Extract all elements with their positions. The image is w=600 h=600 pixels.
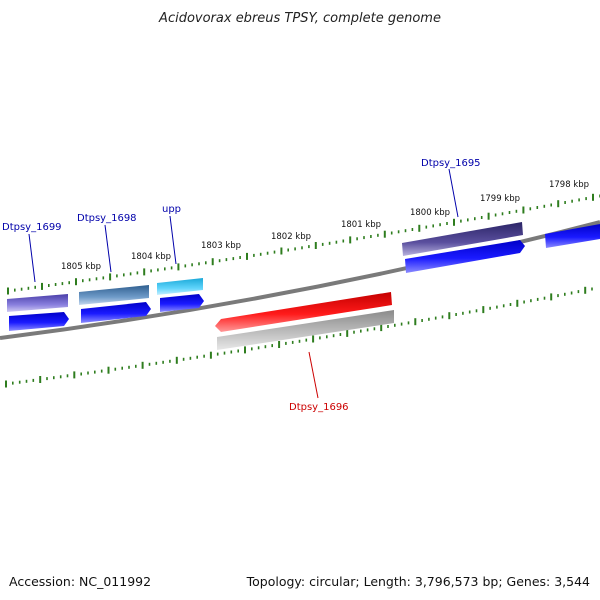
scale-label: 1798 kbp — [549, 180, 589, 190]
gene-label[interactable]: Dtpsy_1695 — [421, 158, 481, 169]
gene-bar[interactable] — [79, 285, 149, 305]
gene-label[interactable]: upp — [162, 204, 181, 215]
leader-line — [28, 233, 36, 283]
gene-bar[interactable] — [7, 294, 68, 312]
scale-label: 1801 kbp — [341, 220, 381, 230]
gene-label-leaders — [28, 168, 459, 399]
scale-label: 1800 kbp — [410, 208, 450, 218]
gene-bar-reverse[interactable] — [217, 310, 394, 350]
gene-label[interactable]: Dtpsy_1699 — [2, 222, 62, 233]
reverse-features — [215, 292, 394, 350]
leader-line — [448, 168, 459, 218]
forward-gene-bars — [7, 222, 523, 312]
accession-text: Accession: NC_011992 — [9, 574, 152, 589]
cds-arrow[interactable] — [160, 294, 204, 312]
scale-label: 1802 kbp — [271, 232, 311, 242]
scale-label: 1804 kbp — [131, 252, 171, 262]
cds-arrow[interactable] — [545, 224, 600, 248]
map-title: Acidovorax ebreus TPSY, complete genome — [158, 11, 441, 26]
cds-arrow[interactable] — [81, 302, 151, 323]
cds-arrow[interactable] — [9, 312, 69, 331]
scale-label: 1805 kbp — [61, 262, 101, 272]
cds-arrow[interactable] — [405, 240, 525, 273]
forward-cds-arrows — [9, 224, 600, 331]
scale-labels: 1805 kbp 1804 kbp 1803 kbp 1802 kbp 1801… — [61, 180, 589, 272]
gene-label[interactable]: Dtpsy_1696 — [289, 402, 349, 413]
scale-label: 1799 kbp — [480, 194, 520, 204]
gene-bar[interactable] — [157, 278, 203, 295]
leader-line — [169, 215, 177, 265]
gene-label[interactable]: Dtpsy_1698 — [77, 213, 137, 224]
gene-labels: Dtpsy_1699 Dtpsy_1698 upp Dtpsy_1696 Dtp… — [2, 158, 481, 413]
genome-summary-text: Topology: circular; Length: 3,796,573 bp… — [246, 574, 590, 589]
gene-bar[interactable] — [402, 222, 523, 256]
leader-line — [308, 351, 319, 399]
scale-label: 1803 kbp — [201, 241, 241, 251]
cds-arrow-reverse[interactable] — [215, 292, 392, 332]
scale-ticks — [5, 193, 600, 388]
leader-line — [104, 224, 112, 273]
